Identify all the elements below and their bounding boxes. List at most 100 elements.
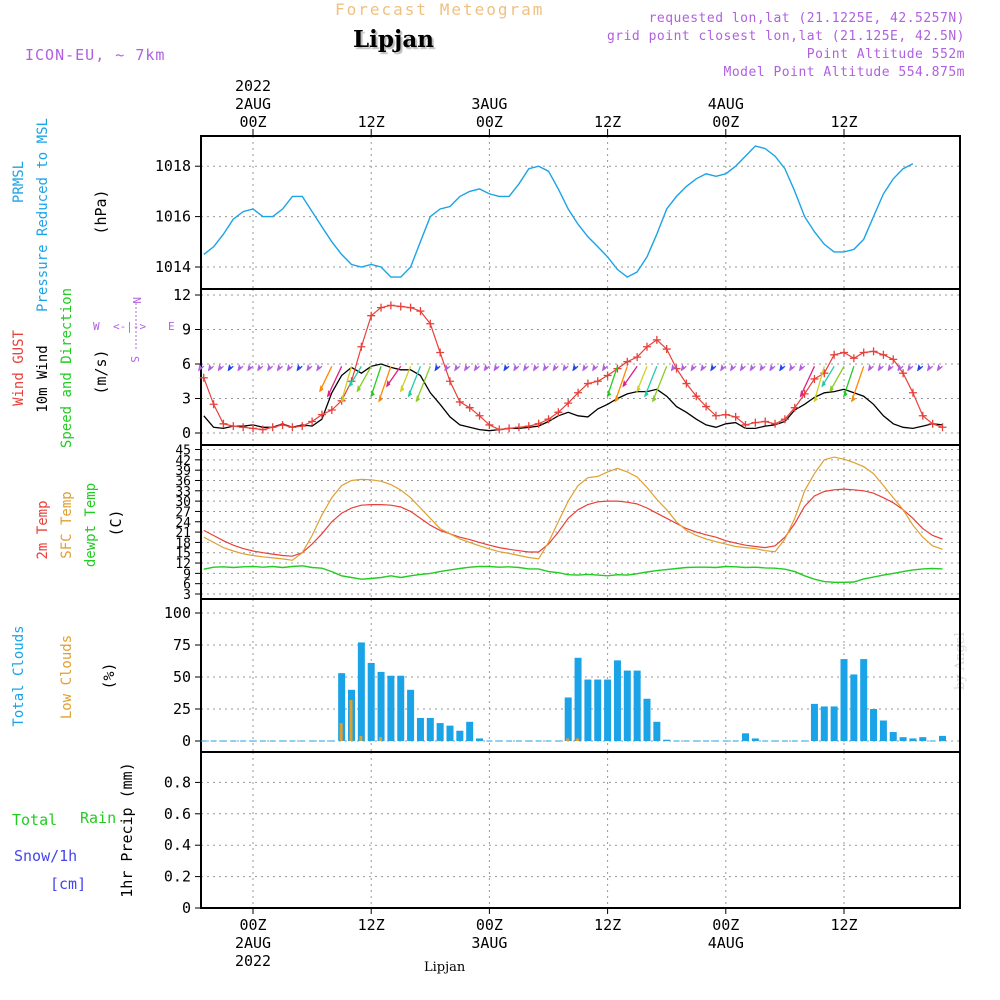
y-tick-label: 30 [175, 495, 191, 510]
wind-arrowhead [454, 364, 459, 372]
y-tick-label: 3 [182, 390, 191, 408]
gust-marker [613, 364, 622, 373]
wind-arrowhead [779, 364, 784, 372]
total-cloud-bar [426, 717, 434, 741]
total-cloud-bar [416, 717, 424, 741]
gust-marker [830, 350, 839, 359]
total-cloud-bar [407, 689, 415, 741]
wind-arrowhead [207, 364, 213, 372]
total-cloud-bar [466, 721, 474, 741]
gust-marker [436, 348, 445, 357]
top-time-label: 2AUG [235, 95, 271, 113]
total-cloud-bar [919, 737, 927, 741]
bottom-time-label: 12Z [358, 916, 385, 934]
total-cloud-bar [751, 738, 759, 741]
low-cloud-bar [349, 700, 353, 741]
gust-marker [229, 422, 238, 431]
location-title: Lipjan [353, 26, 434, 53]
temp-sfc-line [203, 456, 943, 561]
y-tick-label: 45 [175, 444, 191, 459]
gust-marker [593, 377, 602, 386]
y-tick-label: 9 [182, 321, 191, 339]
total-cloud-bar [574, 657, 582, 741]
wind-arrowhead [326, 390, 332, 398]
grid-point-coords: grid point closest lon,lat (21.125E, 42.… [606, 29, 965, 44]
wind-arrowhead [843, 390, 848, 398]
rain-label: Rain [80, 809, 116, 827]
gust-marker [810, 374, 819, 383]
bottom-time-label: 00Z [239, 916, 266, 934]
gust-marker [918, 411, 927, 420]
panel-frame [200, 751, 961, 909]
gust-marker [702, 402, 711, 411]
wind-arrowhead [651, 395, 657, 403]
y-tick-label: 21 [175, 526, 191, 541]
low-cloud-bar [576, 738, 580, 741]
top-time-label: 12Z [830, 113, 857, 131]
gust-marker [741, 420, 750, 429]
low-cloud-bar [359, 735, 363, 741]
total-cloud-bar [613, 660, 621, 741]
gust-marker [495, 425, 504, 434]
wind-arrowhead [415, 395, 420, 403]
wind-arrowhead [198, 364, 203, 372]
total-cloud-bar [939, 735, 946, 741]
wind-arrowhead [636, 385, 641, 393]
wind-arrowhead [829, 385, 834, 393]
compass-south: S [128, 356, 141, 363]
y-tick-label: 12 [175, 557, 191, 572]
bottom-time-label: 2AUG [235, 934, 271, 952]
gust-marker [928, 419, 937, 428]
top-time-label: 00Z [712, 113, 739, 131]
pressure-unit-label: (hPa) [92, 189, 110, 234]
wind-arrowhead [749, 364, 755, 372]
wind-arrowhead [926, 364, 932, 372]
wind-10m-label: 10m Wind [35, 345, 51, 412]
gust-marker [258, 425, 267, 434]
bottom-time-label: 00Z [712, 916, 739, 934]
gust-marker [357, 342, 366, 351]
wind-arrowhead [850, 395, 856, 403]
wind-arrowhead [887, 364, 892, 372]
gust-marker [731, 412, 740, 421]
gust-marker [583, 379, 592, 388]
wind-direction-arrow [829, 365, 845, 392]
y-tick-label: 0 [182, 899, 191, 917]
total-cloud-bar [584, 679, 592, 741]
gust-marker [268, 423, 277, 432]
gust-marker [406, 303, 415, 312]
wind-arrowhead [729, 364, 735, 372]
wind-arrowhead [799, 390, 805, 398]
wind-arrowhead [867, 364, 873, 372]
model-altitude: Model Point Altitude 554.875m [723, 65, 965, 80]
wind-arrowhead [700, 364, 705, 372]
gust-marker [446, 377, 454, 386]
meteogram-title: Forecast Meteogram [335, 0, 545, 19]
wind-arrowhead [247, 364, 252, 372]
top-time-label: 3AUG [471, 95, 507, 113]
gust-marker [209, 400, 218, 409]
y-tick-label: 15 [175, 547, 191, 562]
gust-marker [721, 410, 730, 419]
wind-arrowhead [483, 364, 489, 372]
wind-arrowhead [601, 364, 607, 372]
y-tick-label: 42 [175, 454, 191, 469]
wind-arrowhead [710, 364, 715, 372]
y-tick-label: 0.6 [164, 805, 191, 823]
point-altitude: Point Altitude 552m [806, 47, 965, 62]
gust-marker [899, 369, 908, 378]
total-cloud-bar [840, 659, 848, 741]
wind-arrowhead [907, 364, 912, 372]
gust-marker [455, 397, 464, 406]
wind-direction-arrow [415, 366, 431, 402]
clouds-unit-label: (%) [100, 662, 118, 689]
wind-direction-arrow [799, 366, 816, 397]
gust-marker [475, 411, 484, 420]
wind-arrowhead [370, 390, 375, 398]
low-cloud-bar [339, 723, 343, 741]
gust-marker [288, 423, 297, 432]
pressure-description-label: Pressure Reduced to MSL [35, 118, 51, 312]
gust-marker [377, 303, 386, 312]
